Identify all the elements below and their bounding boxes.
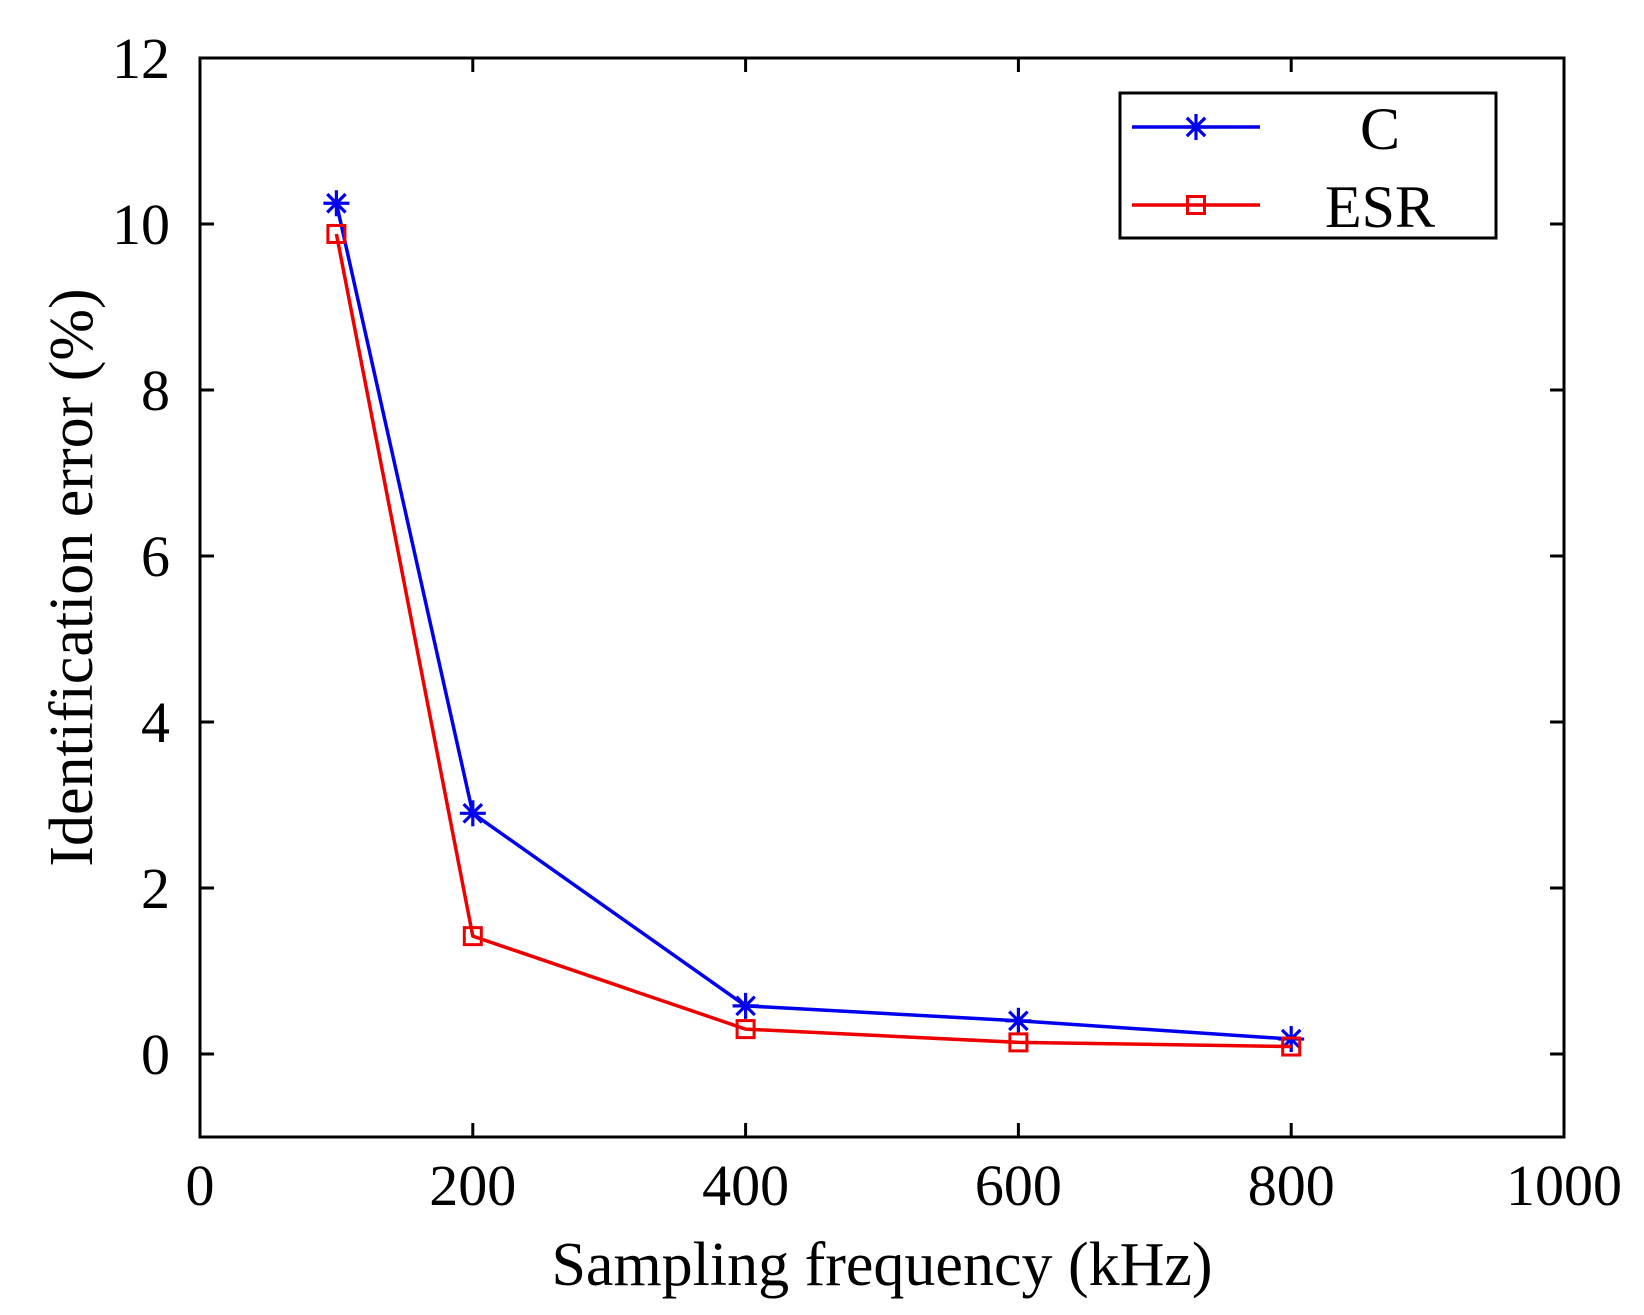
- data-point-c: [460, 800, 486, 826]
- x-tick-label: 0: [186, 1153, 215, 1218]
- data-point-c: [733, 993, 759, 1019]
- y-tick-label: 6: [141, 524, 170, 589]
- data-series: [323, 190, 1304, 1055]
- x-tick-label: 600: [975, 1153, 1062, 1218]
- legend-box: [1120, 93, 1496, 238]
- y-tick-label: 0: [141, 1022, 170, 1087]
- x-tick-label: 800: [1248, 1153, 1335, 1218]
- x-tick-label: 1000: [1506, 1153, 1622, 1218]
- chart-container: 0 200 400 600 800 1000 0 2 4 6 8 10 12 Sampling freq…: [0, 0, 1644, 1310]
- x-tick-label: 200: [429, 1153, 516, 1218]
- line-chart: 0 200 400 600 800 1000 0 2 4 6 8 10 12 Sampling freq…: [0, 0, 1644, 1310]
- series-line-esr: [336, 234, 1291, 1047]
- y-tick-label: 4: [141, 690, 170, 755]
- y-tick-label: 2: [141, 856, 170, 921]
- x-axis-label: Sampling frequency (kHz): [551, 1231, 1212, 1299]
- legend-marker: [1183, 114, 1209, 140]
- legend: C ESR: [1120, 93, 1496, 240]
- y-axis-label: Identification error (%): [38, 288, 106, 866]
- legend-label: C: [1360, 96, 1400, 162]
- y-tick-label: 10: [112, 192, 170, 257]
- series-esr: [328, 225, 1300, 1055]
- y-tick-label: 12: [112, 26, 170, 91]
- data-point-c: [1005, 1008, 1031, 1034]
- x-tick-label: 400: [702, 1153, 789, 1218]
- series-line-c: [336, 203, 1291, 1039]
- data-point-c: [323, 190, 349, 216]
- y-tick-label: 8: [141, 358, 170, 423]
- legend-label: ESR: [1325, 174, 1435, 240]
